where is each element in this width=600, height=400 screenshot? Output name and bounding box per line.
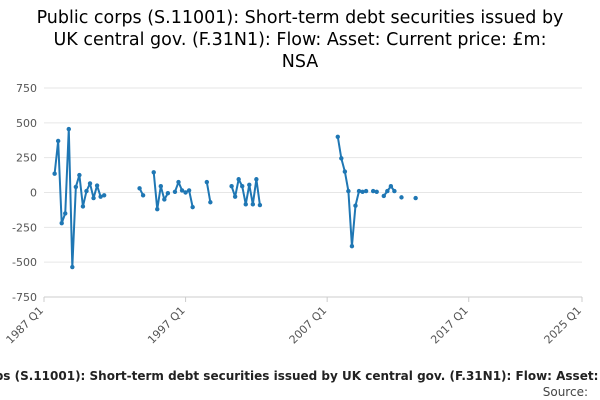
grid-lines	[44, 87, 582, 298]
data-point	[73, 184, 79, 190]
y-axis-ticks: 750 500 250 0 -250 -500 -750	[12, 82, 37, 304]
y-tick-label: 0	[30, 187, 37, 200]
series-line-segment	[53, 128, 105, 269]
data-point	[208, 200, 213, 205]
series-line-segment	[205, 181, 212, 203]
series-line-segment	[382, 185, 396, 197]
series-line-segment	[152, 172, 169, 211]
data-point	[151, 170, 156, 175]
data-point	[342, 169, 348, 174]
data-point	[66, 126, 71, 132]
x-axis-ticks: 1987 Q1 1997 Q1 2007 Q1 2017 Q1 2025 Q1	[4, 297, 585, 347]
data-point	[250, 202, 256, 207]
series-line-segment	[174, 181, 194, 208]
series-points	[52, 126, 418, 270]
data-point	[80, 204, 86, 209]
data-point	[137, 186, 142, 191]
data-point	[190, 204, 195, 210]
y-tick-label: -750	[12, 291, 37, 304]
data-point	[155, 207, 160, 212]
data-point	[349, 243, 355, 249]
data-point	[229, 184, 234, 189]
data-point	[87, 181, 93, 186]
data-point	[63, 211, 68, 216]
y-tick-label: -250	[12, 221, 37, 234]
y-tick-label: -500	[12, 256, 37, 269]
series-line	[53, 128, 396, 269]
data-point	[172, 189, 178, 194]
chart-title: Public corps (S.11001): Short-term debt …	[0, 7, 600, 73]
footer-source-label: Source:	[542, 385, 588, 399]
data-point	[204, 179, 210, 185]
data-point	[392, 188, 397, 194]
footer-series-label: Public corps (S.11001): Short-term debt …	[0, 369, 600, 385]
data-point	[335, 134, 340, 139]
x-tick-label: 1987 Q1	[4, 304, 47, 347]
data-point	[243, 202, 248, 207]
data-point	[240, 184, 245, 189]
data-point	[52, 171, 57, 176]
data-point	[413, 195, 418, 201]
x-tick-label: 2017 Q1	[428, 304, 471, 347]
data-point	[257, 202, 263, 208]
data-point	[59, 220, 64, 226]
data-point	[70, 264, 75, 270]
data-point	[381, 193, 386, 199]
footer-series-text: Public corps (S.11001): Short-term debt …	[0, 369, 600, 383]
data-point	[165, 191, 171, 196]
x-tick-label: 1997 Q1	[145, 304, 188, 347]
data-point	[360, 189, 365, 194]
data-point	[346, 188, 351, 194]
data-point	[101, 193, 107, 198]
data-point	[399, 195, 404, 200]
data-point	[356, 188, 362, 194]
data-point	[140, 193, 146, 198]
data-point	[370, 188, 376, 194]
data-point	[176, 179, 181, 185]
y-tick-label: 250	[16, 152, 37, 165]
data-point	[388, 184, 394, 189]
data-point	[162, 197, 167, 202]
y-tick-label: 500	[16, 117, 37, 130]
data-point	[353, 203, 358, 208]
data-point	[55, 138, 61, 144]
data-point	[94, 183, 100, 188]
chart-title-line-3: NSA	[281, 52, 319, 72]
chart-title-line-1: Public corps (S.11001): Short-term debt …	[36, 8, 564, 28]
data-point	[158, 184, 163, 189]
x-tick-label: 2025 Q1	[542, 304, 585, 347]
data-point	[363, 188, 369, 194]
data-point	[232, 194, 238, 199]
data-point	[374, 189, 379, 194]
data-point	[186, 188, 192, 193]
data-point	[254, 177, 259, 182]
data-point	[91, 195, 96, 201]
data-point	[98, 194, 103, 199]
data-point	[183, 190, 188, 195]
y-tick-label: 750	[16, 82, 37, 95]
data-point	[385, 188, 390, 194]
data-point	[179, 188, 185, 193]
data-point	[84, 188, 89, 194]
data-point	[236, 177, 241, 182]
x-tick-label: 2007 Q1	[287, 304, 330, 347]
chart-title-line-2: UK central gov. (F.31N1): Flow: Asset: C…	[53, 30, 547, 50]
data-point	[77, 172, 82, 178]
data-point	[247, 182, 252, 188]
data-point	[339, 156, 344, 161]
